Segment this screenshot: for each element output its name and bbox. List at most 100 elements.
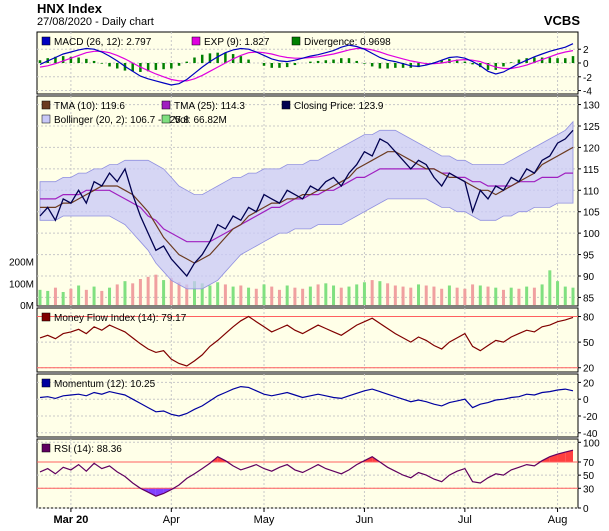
volume-bar (494, 287, 498, 305)
price-y-tick-label: 95 (583, 251, 595, 262)
macd-legend-label-1: EXP (9): 1.827 (204, 37, 270, 48)
volume-bar (46, 290, 50, 305)
macd-line (39, 43, 574, 86)
volume-bar (69, 288, 73, 305)
price-legend-swatch-0 (41, 100, 51, 110)
volume-tick-label: 0M (20, 301, 34, 312)
volume-bar (123, 281, 127, 305)
macd-y-tick-label: -4 (583, 87, 592, 98)
volume-bar (486, 286, 490, 305)
mfi-legend-swatch-0 (41, 312, 51, 322)
rsi-overbought-fill (557, 452, 566, 462)
rsi-panel (36, 438, 579, 509)
volume-bar (254, 288, 258, 305)
volume-bar (231, 286, 235, 305)
volume-bar (478, 285, 482, 305)
volume-bar (77, 285, 81, 305)
exp-line (39, 47, 574, 82)
volume-bar (347, 286, 351, 305)
momentum-y-tick-label: -20 (583, 412, 598, 423)
momentum-y-tick-label: 0 (583, 395, 589, 406)
price-y-tick-label: 130 (583, 101, 600, 112)
volume-bar (216, 282, 220, 305)
mfi-y-tick-label: 50 (583, 338, 595, 349)
price-legend-label-3: Bollinger (20, 2): 106.7 - 125.8 (54, 115, 190, 126)
volume-bar (270, 286, 274, 305)
volume-bar (362, 282, 366, 305)
price-legend-label-1: TMA (25): 114.3 (174, 101, 245, 112)
price-legend-swatch-4 (161, 114, 171, 124)
price-y-tick-label: 100 (583, 229, 600, 240)
momentum-legend-label-0: Momentum (12): 10.25 (54, 379, 156, 390)
price-y-tick-label: 115 (583, 165, 599, 176)
volume-bar (277, 289, 281, 305)
volume-bar (38, 289, 42, 305)
volume-bar (316, 284, 320, 305)
macd-legend-swatch-0 (41, 36, 51, 46)
momentum-panel (36, 373, 579, 438)
rsi-oversold-fill (148, 488, 156, 497)
volume-bar (208, 285, 212, 305)
volume-bar (417, 284, 421, 305)
price-legend-label-0: TMA (10): 119.6 (54, 101, 125, 112)
price-legend-label-2: Closing Price: 123.9 (294, 101, 384, 112)
rsi-legend-swatch-0 (41, 443, 51, 453)
volume-bar (108, 287, 112, 305)
volume-bar (548, 270, 552, 305)
volume-bar (92, 286, 96, 305)
volume-bar (100, 290, 104, 305)
momentum-legend-swatch-0 (41, 378, 51, 388)
price-legend-swatch-1 (161, 100, 171, 110)
volume-bar (409, 287, 413, 305)
volume-bar (239, 285, 243, 305)
volume-tick-label: 100M (9, 279, 34, 290)
volume-bar (339, 287, 343, 305)
macd-y-tick-label: 2 (583, 45, 589, 56)
volume-bar (285, 285, 289, 305)
volume-bar (177, 282, 181, 305)
rsi-y-tick-label: 70 (583, 458, 595, 469)
volume-bar (154, 274, 158, 305)
price-legend-label-4: Vol: 66.82M (174, 115, 227, 126)
mfi-y-tick-label: 20 (583, 364, 595, 375)
macd-legend-label-0: MACD (26, 12): 2.797 (54, 37, 152, 48)
rsi-legend-label-0: RSI (14): 88.36 (54, 444, 122, 455)
price-y-tick-label: 120 (583, 143, 600, 154)
volume-bar (563, 286, 567, 305)
volume-bar (571, 287, 575, 305)
volume-bar (192, 281, 196, 305)
volume-bar (378, 281, 382, 305)
volume-bar (84, 289, 88, 305)
rsi-overbought-fill (565, 450, 573, 462)
macd-legend-swatch-2 (291, 36, 301, 46)
chart-date-line: 27/08/2020 - Daily chart (37, 16, 154, 28)
volume-bar (525, 286, 529, 305)
volume-bar (53, 287, 57, 305)
volume-bar (393, 285, 397, 305)
chart-title: HNX Index (37, 1, 103, 16)
momentum-y-tick-label: 20 (583, 378, 595, 389)
volume-bar (301, 288, 305, 305)
volume-bar (262, 284, 266, 305)
mfi-line (39, 315, 574, 367)
volume-tick-label: 200M (9, 258, 34, 269)
rsi-y-tick-label: 100 (583, 438, 600, 449)
rsi-line (39, 449, 574, 497)
x-axis-month-label: Apr (163, 514, 180, 526)
x-axis-month-label: Aug (548, 514, 568, 526)
volume-bar (455, 287, 459, 305)
mfi-y-tick-label: 80 (583, 313, 595, 324)
mfi-panel (36, 307, 579, 373)
brand-label: VCBS (543, 13, 580, 28)
volume-bar (115, 284, 119, 305)
volume-bar (138, 279, 142, 305)
volume-bar (501, 289, 505, 305)
volume-bar (509, 287, 513, 305)
rsi-y-tick-label: 50 (583, 471, 595, 482)
price-y-tick-label: 85 (583, 293, 595, 304)
x-axis-month-label: Jun (356, 514, 374, 526)
volume-bar (169, 277, 173, 305)
volume-bar (61, 292, 65, 305)
volume-bar (247, 287, 251, 305)
